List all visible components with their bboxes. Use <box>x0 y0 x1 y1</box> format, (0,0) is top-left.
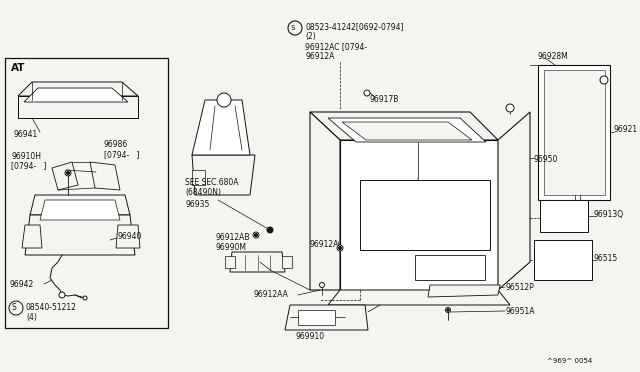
Text: 96515: 96515 <box>594 254 618 263</box>
Polygon shape <box>116 225 140 248</box>
Polygon shape <box>342 122 472 140</box>
Text: ^969^ 0054: ^969^ 0054 <box>547 358 592 364</box>
Polygon shape <box>225 256 235 268</box>
Polygon shape <box>310 112 498 140</box>
Circle shape <box>217 93 231 107</box>
Text: [0794-   ]: [0794- ] <box>104 150 140 159</box>
Text: 96986: 96986 <box>104 140 128 149</box>
Text: AT: AT <box>11 63 26 73</box>
Text: 96935: 96935 <box>185 200 209 209</box>
Text: 96921: 96921 <box>614 125 638 135</box>
Text: 08523-41242[0692-0794]: 08523-41242[0692-0794] <box>305 22 403 31</box>
Polygon shape <box>310 112 340 290</box>
Polygon shape <box>30 195 130 215</box>
Polygon shape <box>415 255 485 280</box>
Polygon shape <box>498 112 530 290</box>
Text: S: S <box>12 304 17 312</box>
Text: [0794-   ]: [0794- ] <box>11 161 46 170</box>
Text: 96990M: 96990M <box>215 243 246 252</box>
Text: 969910: 969910 <box>295 332 324 341</box>
Text: 96910H: 96910H <box>11 152 41 161</box>
Text: 96913Q: 96913Q <box>594 210 624 219</box>
Text: (68490N): (68490N) <box>185 188 221 197</box>
Circle shape <box>445 308 451 312</box>
Bar <box>5 58 168 328</box>
Polygon shape <box>22 225 42 248</box>
Circle shape <box>59 292 65 298</box>
Circle shape <box>447 309 449 311</box>
Text: SEE SEC.680A: SEE SEC.680A <box>185 178 239 187</box>
Text: 96940: 96940 <box>118 232 142 241</box>
Polygon shape <box>282 256 292 268</box>
Circle shape <box>253 232 259 238</box>
Polygon shape <box>192 100 250 155</box>
Polygon shape <box>40 200 120 220</box>
Text: 96912AB: 96912AB <box>215 233 250 242</box>
Circle shape <box>83 296 87 300</box>
Text: 96917B: 96917B <box>370 95 399 104</box>
Polygon shape <box>192 155 255 195</box>
Circle shape <box>255 234 257 237</box>
Circle shape <box>267 227 273 233</box>
Polygon shape <box>328 118 486 142</box>
Text: 96912AA: 96912AA <box>254 290 289 299</box>
Polygon shape <box>298 310 335 325</box>
Polygon shape <box>24 88 128 102</box>
Text: 96951A: 96951A <box>505 307 534 316</box>
Circle shape <box>65 170 71 176</box>
Polygon shape <box>540 200 588 232</box>
Text: 96912A: 96912A <box>310 240 339 249</box>
Text: 96512P: 96512P <box>505 283 534 292</box>
Text: 96912A: 96912A <box>305 52 334 61</box>
Polygon shape <box>285 305 368 330</box>
Polygon shape <box>360 180 490 250</box>
Text: 08540-51212: 08540-51212 <box>26 303 77 312</box>
Circle shape <box>9 301 23 315</box>
Text: 96941: 96941 <box>14 130 38 139</box>
Text: 96942: 96942 <box>10 280 35 289</box>
Polygon shape <box>90 162 120 190</box>
Polygon shape <box>52 162 78 190</box>
Text: 96950: 96950 <box>534 155 558 164</box>
Circle shape <box>319 282 324 288</box>
Polygon shape <box>25 215 135 255</box>
Circle shape <box>288 21 302 35</box>
Polygon shape <box>18 82 138 96</box>
Circle shape <box>600 76 608 84</box>
Text: (4): (4) <box>26 313 37 322</box>
Circle shape <box>364 90 370 96</box>
Polygon shape <box>340 140 498 290</box>
Polygon shape <box>534 240 592 280</box>
Text: 96928M: 96928M <box>538 52 569 61</box>
Polygon shape <box>18 96 138 118</box>
Polygon shape <box>192 170 205 185</box>
Text: (2): (2) <box>305 32 316 41</box>
Circle shape <box>339 247 342 250</box>
Text: S: S <box>291 25 295 31</box>
Polygon shape <box>230 252 285 272</box>
Circle shape <box>67 171 70 174</box>
Circle shape <box>337 245 343 251</box>
Polygon shape <box>544 70 605 195</box>
Polygon shape <box>328 290 510 305</box>
Text: 96912AC [0794-: 96912AC [0794- <box>305 42 367 51</box>
Polygon shape <box>538 65 610 200</box>
Polygon shape <box>428 285 500 297</box>
Circle shape <box>506 104 514 112</box>
